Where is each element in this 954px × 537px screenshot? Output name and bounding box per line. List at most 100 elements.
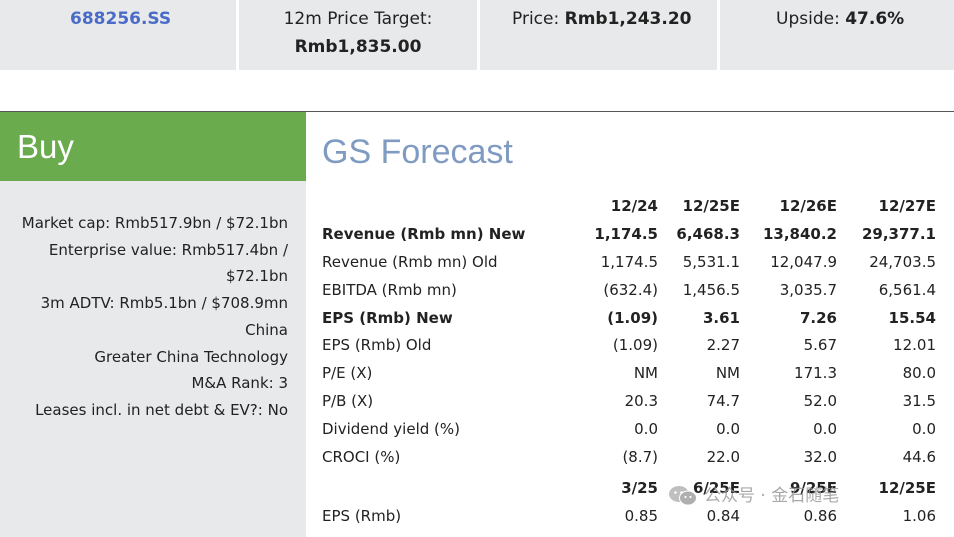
- cell-value: 2.27: [706, 336, 740, 354]
- cell-value: 24,703.5: [869, 253, 936, 271]
- row-label: Dividend yield (%): [322, 420, 460, 438]
- table-row: CROCI (%) (8.7) 22.0 32.0 44.6: [322, 448, 936, 474]
- row-label: EPS (Rmb) Old: [322, 336, 432, 354]
- table-row: Revenue (Rmb mn) Old 1,174.5 5,531.1 12,…: [322, 253, 936, 279]
- cell-value: 1,456.5: [682, 281, 740, 299]
- info-line: M&A Rank: 3: [191, 374, 288, 393]
- forecast-title: GS Forecast: [322, 133, 513, 171]
- watermark: 公众号 · 金石随笔: [668, 481, 839, 507]
- cell-value: (8.7): [622, 448, 658, 466]
- row-label: Revenue (Rmb mn) Old: [322, 253, 498, 271]
- section-divider: [0, 111, 954, 112]
- upside-cell: Upside: 47.6%: [720, 0, 954, 70]
- company-info: Market cap: Rmb517.9bn / $72.1bn Enterpr…: [8, 210, 288, 424]
- upside-line: Upside: 47.6%: [776, 9, 904, 29]
- info-line: 3m ADTV: Rmb5.1bn / $708.9mn: [40, 294, 288, 313]
- cell-value: 0.85: [624, 507, 658, 525]
- cell-value: 7.26: [799, 309, 837, 327]
- price-target-value: Rmb1,835.00: [294, 37, 422, 57]
- info-line: $72.1bn: [226, 267, 288, 286]
- cell-value: 1.06: [902, 507, 936, 525]
- cell-value: 12.01: [893, 336, 936, 354]
- column-header: 12/27E: [878, 197, 936, 215]
- cell-value: 32.0: [803, 448, 837, 466]
- quarter-header: 9/25E: [789, 479, 837, 497]
- ticker-link[interactable]: 688256.SS: [70, 9, 172, 29]
- upside-label: Upside:: [776, 9, 840, 29]
- column-header: 12/24: [610, 197, 658, 215]
- upside-value: 47.6%: [845, 9, 905, 29]
- info-line: Greater China Technology: [94, 347, 288, 366]
- info-line: Market cap: Rmb517.9bn / $72.1bn: [21, 214, 288, 232]
- row-label: CROCI (%): [322, 448, 401, 466]
- quarter-header: 6/25E: [692, 479, 740, 497]
- table-row: EBITDA (Rmb mn) (632.4) 1,456.5 3,035.7 …: [322, 281, 936, 307]
- row-label: EPS (Rmb) New: [322, 309, 453, 327]
- table-row: Revenue (Rmb mn) New 1,174.5 6,468.3 13,…: [322, 225, 936, 251]
- cell-value: (1.09): [612, 336, 658, 354]
- cell-value: 6,561.4: [878, 281, 936, 299]
- forecast-header-row: 12/24 12/25E 12/26E 12/27E: [322, 197, 936, 223]
- row-label: P/B (X): [322, 392, 374, 410]
- cell-value: 22.0: [706, 448, 740, 466]
- cell-value: 80.0: [902, 364, 936, 382]
- cell-value: 5.67: [803, 336, 837, 354]
- cell-value: NM: [633, 364, 658, 382]
- price-line: Price: Rmb1,243.20: [512, 9, 691, 29]
- quarter-row: EPS (Rmb) 0.85 0.84 0.86 1.06: [322, 507, 936, 533]
- cell-value: 13,840.2: [762, 225, 837, 243]
- cell-value: 52.0: [803, 392, 837, 410]
- table-row: Dividend yield (%) 0.0 0.0 0.0 0.0: [322, 420, 936, 446]
- cell-value: 15.54: [888, 309, 936, 327]
- cell-value: 6,468.3: [676, 225, 740, 243]
- rating-banner: Buy: [0, 112, 306, 181]
- cell-value: 1,174.5: [594, 225, 658, 243]
- ticker-cell: 688256.SS: [0, 0, 236, 70]
- cell-value: 74.7: [706, 392, 740, 410]
- cell-value: 20.3: [624, 392, 658, 410]
- cell-value: NM: [715, 364, 740, 382]
- info-line: Enterprise value: Rmb517.4bn /: [48, 240, 288, 259]
- quarter-header: 12/25E: [878, 479, 936, 497]
- cell-value: 0.84: [706, 507, 740, 525]
- row-label: P/E (X): [322, 364, 373, 382]
- cell-value: 5,531.1: [682, 253, 740, 271]
- table-row: EPS (Rmb) New (1.09) 3.61 7.26 15.54: [322, 309, 936, 335]
- wechat-icon: [669, 486, 697, 506]
- price-target-cell: 12m Price Target: Rmb1,835.00: [239, 0, 477, 70]
- summary-panel: Buy Market cap: Rmb517.9bn / $72.1bn Ent…: [0, 112, 306, 537]
- cell-value: 3.61: [702, 309, 740, 327]
- info-line: Leases incl. in net debt & EV?: No: [35, 400, 288, 419]
- cell-value: 0.0: [634, 420, 658, 438]
- table-row: P/E (X) NM NM 171.3 80.0: [322, 364, 936, 390]
- cell-value: 0.86: [803, 507, 837, 525]
- price-target-label: 12m Price Target:: [283, 9, 433, 29]
- cell-value: 0.0: [716, 420, 740, 438]
- price-label: Price:: [512, 9, 560, 29]
- cell-value: 12,047.9: [770, 253, 837, 271]
- header-bar: 688256.SS 12m Price Target: Rmb1,835.00 …: [0, 0, 954, 70]
- info-line: China: [245, 320, 288, 339]
- column-header: 12/25E: [682, 197, 740, 215]
- rating-label: Buy: [17, 128, 74, 165]
- cell-value: 1,174.5: [600, 253, 658, 271]
- quarter-header: 3/25: [621, 479, 658, 497]
- price-cell: Price: Rmb1,243.20: [480, 0, 717, 70]
- table-row: P/B (X) 20.3 74.7 52.0 31.5: [322, 392, 936, 418]
- watermark-text: 公众号 · 金石随笔: [704, 486, 840, 506]
- cell-value: 0.0: [813, 420, 837, 438]
- table-row: EPS (Rmb) Old (1.09) 2.27 5.67 12.01: [322, 336, 936, 362]
- cell-value: 44.6: [902, 448, 936, 466]
- cell-value: 0.0: [912, 420, 936, 438]
- cell-value: 31.5: [902, 392, 936, 410]
- row-label: EPS (Rmb): [322, 507, 402, 525]
- cell-value: 171.3: [794, 364, 837, 382]
- row-label: EBITDA (Rmb mn): [322, 281, 457, 299]
- quarter-header-row: 3/25 6/25E 9/25E 12/25E: [322, 479, 936, 505]
- column-header: 12/26E: [779, 197, 837, 215]
- row-label: Revenue (Rmb mn) New: [322, 225, 526, 243]
- cell-value: (1.09): [607, 309, 658, 327]
- cell-value: 29,377.1: [861, 225, 936, 243]
- cell-value: (632.4): [603, 281, 658, 299]
- price-value: Rmb1,243.20: [564, 9, 692, 29]
